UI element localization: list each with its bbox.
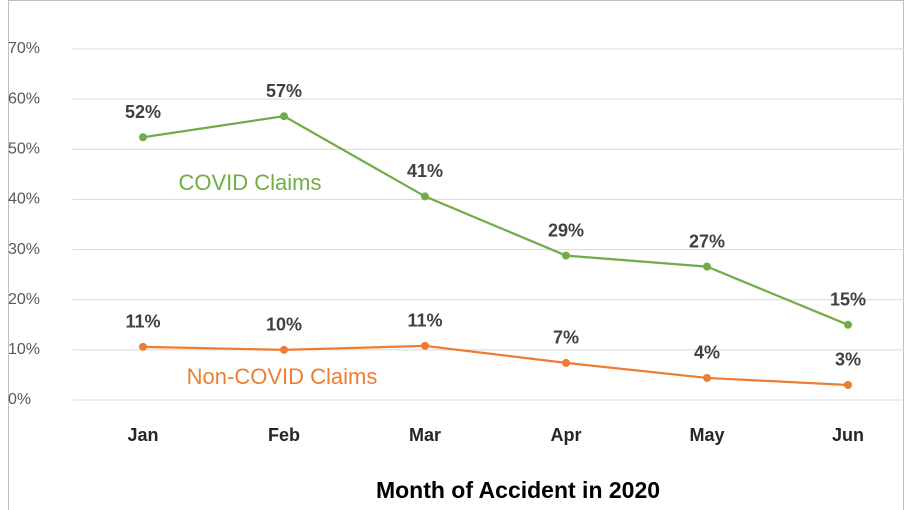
data-label: 15% bbox=[830, 290, 866, 310]
data-label: 7% bbox=[553, 328, 579, 348]
data-point bbox=[139, 133, 147, 142]
x-tick-label: Mar bbox=[409, 425, 441, 445]
x-tick-label: Jun bbox=[832, 425, 864, 445]
data-point bbox=[421, 192, 429, 201]
x-tick-label: May bbox=[689, 425, 724, 445]
data-point bbox=[703, 262, 711, 271]
data-point bbox=[139, 342, 147, 351]
x-tick-label: Jan bbox=[127, 425, 158, 445]
data-point bbox=[280, 345, 288, 354]
data-point bbox=[562, 358, 570, 367]
data-label: 29% bbox=[548, 220, 584, 240]
data-point bbox=[280, 112, 288, 121]
data-point bbox=[844, 380, 852, 389]
x-tick-label: Apr bbox=[551, 425, 582, 445]
data-label: 4% bbox=[694, 343, 720, 363]
data-label: 11% bbox=[125, 312, 160, 332]
series-name: COVID Claims bbox=[178, 170, 321, 195]
data-label: 41% bbox=[407, 161, 443, 181]
y-tick-label: 50% bbox=[8, 141, 40, 158]
data-label: 10% bbox=[266, 315, 302, 335]
series-line bbox=[142, 344, 849, 387]
y-tick-label: 0% bbox=[8, 391, 31, 408]
data-label: 11% bbox=[407, 311, 442, 331]
data-label: 27% bbox=[689, 231, 725, 251]
data-label: 3% bbox=[835, 350, 861, 370]
data-label: 57% bbox=[266, 81, 302, 101]
series-line bbox=[142, 115, 849, 326]
data-point bbox=[844, 320, 852, 329]
x-tick-label: Feb bbox=[268, 425, 300, 445]
y-tick-label: 10% bbox=[8, 341, 40, 358]
y-tick-label: 20% bbox=[8, 291, 40, 308]
y-tick-label: 70% bbox=[8, 40, 40, 57]
data-point bbox=[703, 373, 711, 382]
y-tick-label: 30% bbox=[8, 241, 40, 258]
x-axis-title: Month of Accident in 2020 bbox=[376, 477, 660, 503]
y-tick-label: 40% bbox=[8, 191, 40, 208]
data-point bbox=[562, 251, 570, 260]
y-tick-label: 60% bbox=[8, 90, 40, 107]
data-point bbox=[421, 341, 429, 350]
chart-border bbox=[8, 0, 904, 510]
data-label: 52% bbox=[125, 102, 161, 122]
series-name: Non-COVID Claims bbox=[187, 364, 378, 389]
